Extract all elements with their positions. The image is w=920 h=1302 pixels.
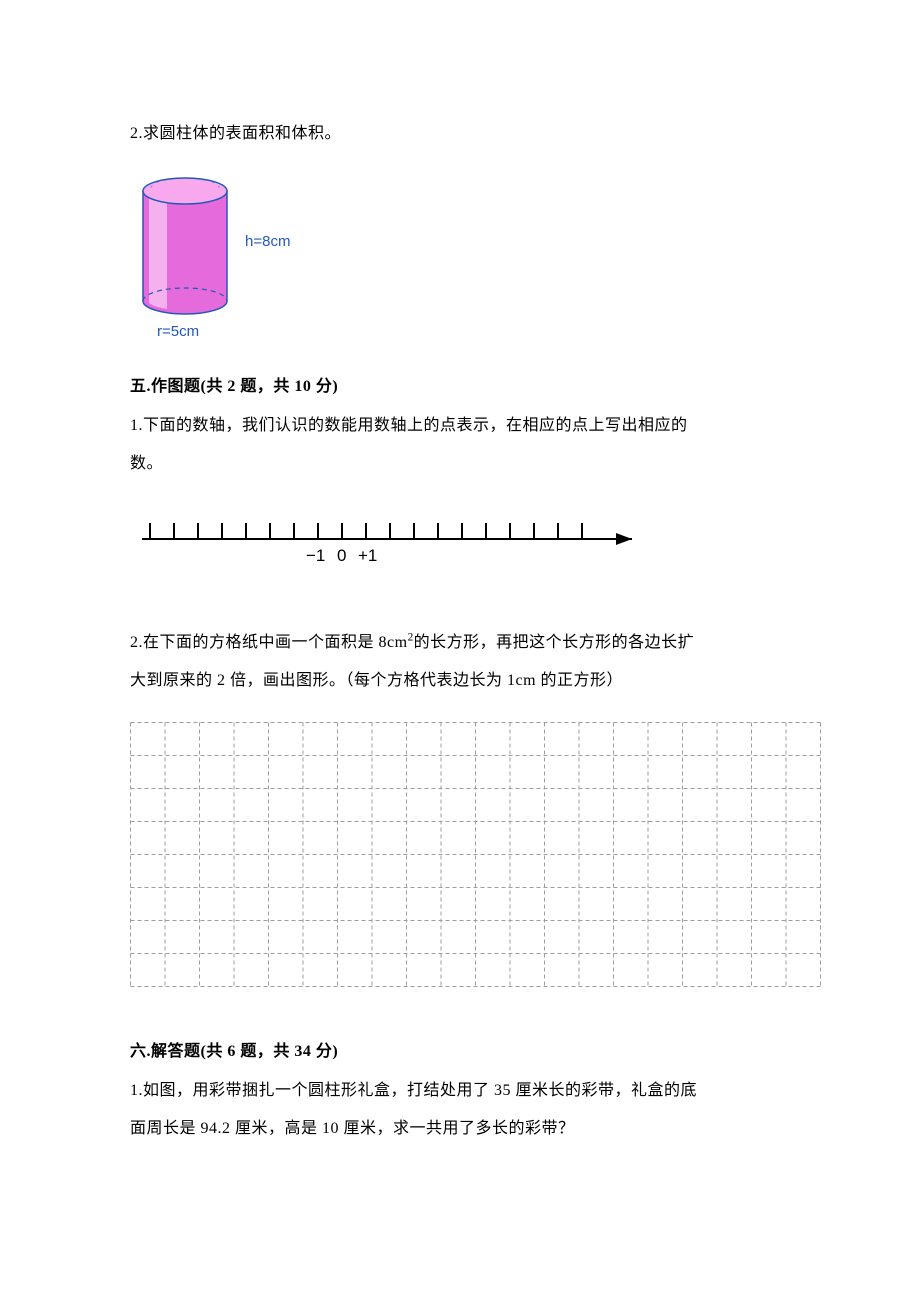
- s6-q1-line2: 面周长是 94.2 厘米，高是 10 厘米，求一共用了多长的彩带？: [130, 1110, 790, 1148]
- q2-text: 2.求圆柱体的表面积和体积。: [130, 115, 790, 153]
- page: 2.求圆柱体的表面积和体积。 h=8cm r=5cm 五.作图题(共 2 题，共 …: [0, 0, 920, 1209]
- cylinder-figure: h=8cm r=5cm: [130, 173, 790, 348]
- grid-figure: [130, 722, 790, 993]
- numberline-svg: −1 0 +1: [130, 514, 650, 574]
- s5-q2-l1a: 2.在下面的方格纸中画一个面积是 8cm: [130, 634, 408, 651]
- s5-q2-line2: 大到原来的 2 倍，画出图形。（每个方格代表边长为 1cm 的正方形）: [130, 662, 790, 700]
- svg-text:−1: −1: [306, 546, 325, 565]
- section5-title: 五.作图题(共 2 题，共 10 分): [130, 368, 790, 406]
- numberline-figure: −1 0 +1: [130, 514, 790, 579]
- cylinder-svg: h=8cm r=5cm: [130, 173, 360, 343]
- svg-text:h=8cm: h=8cm: [245, 233, 290, 250]
- s5-q1-line2: 数。: [130, 445, 790, 483]
- s5-q2-l1b: 的长方形，再把这个长方形的各边长扩: [414, 634, 695, 651]
- svg-text:+1: +1: [358, 546, 377, 565]
- s5-q2-line1: 2.在下面的方格纸中画一个面积是 8cm2的长方形，再把这个长方形的各边长扩: [130, 624, 790, 662]
- s6-q1-line1: 1.如图，用彩带捆扎一个圆柱形礼盒，打结处用了 35 厘米长的彩带，礼盒的底: [130, 1072, 790, 1110]
- svg-text:r=5cm: r=5cm: [157, 323, 199, 340]
- s5-q1-line1: 1.下面的数轴，我们认识的数能用数轴上的点表示，在相应的点上写出相应的: [130, 407, 790, 445]
- grid-svg: [130, 722, 822, 988]
- section6-title: 六.解答题(共 6 题，共 34 分): [130, 1033, 790, 1071]
- svg-text:0: 0: [337, 546, 346, 565]
